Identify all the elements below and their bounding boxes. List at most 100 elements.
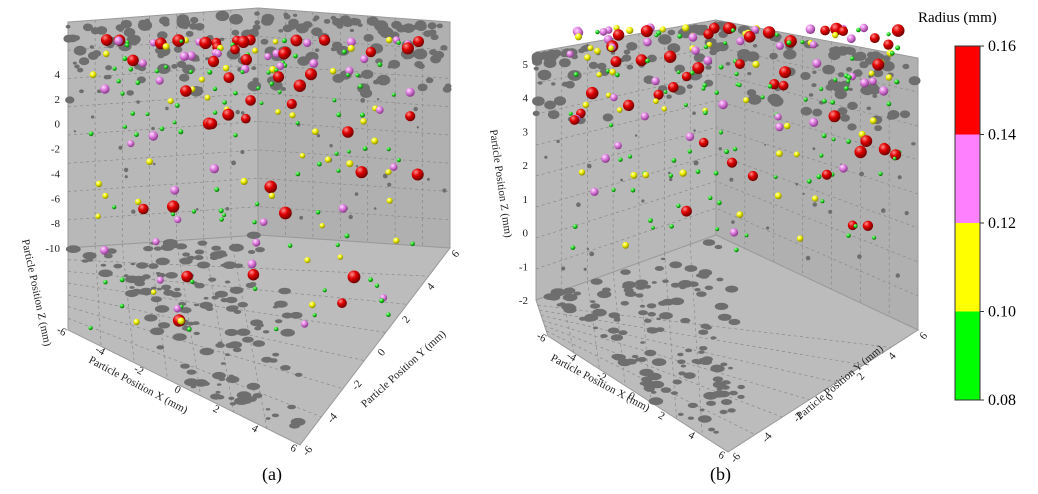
y-tick-label: 4	[425, 281, 438, 293]
point-green	[88, 131, 94, 137]
colorbar-tick-label: 0.12	[988, 215, 1016, 232]
point-green	[130, 111, 135, 116]
point-pink	[751, 25, 760, 34]
point-yellow	[743, 97, 750, 104]
point-red	[222, 108, 235, 121]
panel-b-caption: (b)	[710, 464, 731, 485]
point-pink	[805, 24, 816, 34]
point-red	[586, 86, 599, 100]
point-green	[359, 112, 365, 118]
point-red	[869, 33, 880, 44]
point-pink	[148, 131, 159, 141]
x-tick-label: 2	[211, 403, 221, 416]
point-pink	[174, 216, 182, 224]
point-green	[336, 168, 341, 173]
z-tick-label: 0	[55, 119, 61, 131]
point-green	[222, 100, 227, 105]
colorbar-band	[955, 311, 980, 400]
point-red	[610, 56, 622, 68]
point-yellow	[385, 36, 393, 44]
point-red	[635, 54, 648, 67]
point-pink	[809, 41, 818, 49]
point-green	[386, 312, 391, 318]
point-green	[568, 111, 573, 116]
colorbar: Radius (mm) 0.16 0.14 0.12 0.10 0.08	[918, 10, 1016, 409]
point-pink	[775, 41, 784, 50]
point-green	[191, 209, 197, 214]
point-green	[618, 157, 623, 162]
point-pink	[878, 86, 889, 96]
point-green	[773, 175, 778, 180]
y-tick-label: 0	[375, 346, 388, 358]
point-pink	[100, 245, 109, 255]
point-red	[264, 180, 278, 194]
point-red	[828, 110, 841, 123]
point-red	[230, 44, 240, 55]
point-green	[714, 90, 719, 95]
panel-b-z-ticks: 5 4 3 2 1 0 -1 -2	[519, 59, 529, 307]
colorbar-band	[955, 46, 980, 135]
point-yellow	[89, 71, 97, 79]
point-green	[396, 40, 401, 45]
point-green	[122, 56, 128, 62]
point-red	[778, 80, 789, 91]
point-pink	[736, 37, 745, 46]
point-green	[853, 224, 858, 229]
point-green	[334, 151, 339, 156]
point-green	[732, 146, 738, 152]
point-yellow	[133, 318, 140, 326]
point-yellow	[198, 76, 205, 83]
point-red	[891, 24, 905, 37]
point-green	[703, 110, 708, 116]
point-green	[358, 84, 363, 89]
x-tick-label: 0	[626, 390, 637, 403]
point-green	[831, 137, 836, 142]
y-tick-label: -4	[759, 430, 774, 445]
point-pink	[375, 106, 384, 114]
point-green	[128, 67, 134, 72]
point-green	[669, 224, 674, 229]
point-pink	[688, 33, 698, 42]
point-red	[734, 59, 745, 70]
point-pink	[601, 153, 610, 163]
point-green	[212, 110, 218, 115]
point-red	[305, 68, 317, 81]
point-green	[701, 86, 706, 91]
point-red	[779, 66, 792, 79]
point-green	[233, 90, 238, 96]
point-green	[219, 217, 224, 222]
point-red	[703, 28, 714, 40]
point-green	[295, 121, 300, 125]
point-green	[723, 41, 728, 46]
point-green	[889, 50, 895, 56]
point-red	[413, 36, 424, 48]
point-green	[737, 82, 742, 88]
point-yellow	[885, 74, 893, 81]
point-pink	[839, 164, 848, 173]
point-pink	[252, 238, 261, 247]
colorbar-band	[955, 134, 980, 223]
point-green	[274, 68, 279, 73]
point-green	[687, 149, 692, 154]
point-green	[287, 243, 293, 248]
point-green	[816, 174, 822, 180]
point-red	[698, 137, 709, 148]
panel-b-zlabel: Particle Position Z (mm)	[487, 129, 514, 239]
point-yellow	[653, 98, 659, 105]
point-green	[734, 71, 739, 77]
point-green	[872, 235, 877, 240]
point-pink	[846, 34, 856, 44]
point-yellow	[204, 94, 211, 101]
point-green	[112, 66, 117, 71]
point-pink	[809, 117, 819, 127]
point-yellow	[811, 195, 819, 202]
point-red	[821, 169, 833, 180]
point-green	[609, 123, 613, 128]
point-red	[245, 95, 256, 106]
point-red	[172, 34, 185, 47]
point-yellow	[574, 33, 583, 41]
x-tick-label: 6	[716, 449, 727, 462]
point-yellow	[681, 24, 690, 32]
point-yellow	[324, 156, 332, 163]
